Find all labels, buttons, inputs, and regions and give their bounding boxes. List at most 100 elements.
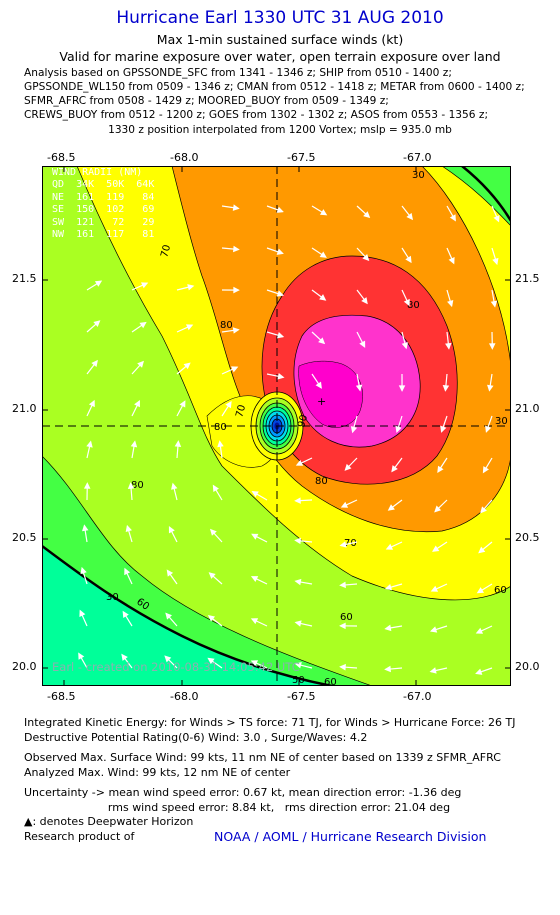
uncertainty-rms: rms wind speed error: 8.84 kt, rms direc… — [24, 801, 451, 814]
contour-label: 50 — [292, 675, 305, 686]
analysis-line: GPSSONDE_WL150 from 0509 - 1346 z; CMAN … — [24, 81, 525, 93]
wind-arrow-head — [187, 284, 195, 291]
deepwater-note: ▲: denotes Deepwater Horizon — [24, 815, 193, 828]
wind-arrows — [78, 204, 500, 675]
wind-arrow-head — [134, 399, 140, 408]
wind-arrow-head — [434, 505, 442, 513]
wind-radii-header: QD 34K 50K 64K — [52, 179, 155, 191]
wind-arrow-head — [449, 214, 456, 222]
creation-credit: Earl - created on 2010-08-31 14:05:42 UT… — [52, 660, 300, 674]
wind-arrow-head — [440, 425, 447, 433]
wind-arrow-head — [355, 384, 363, 392]
wind-arrow-head — [276, 206, 284, 213]
wind-radii-row: SW 121 72 29 — [52, 216, 155, 228]
coast-line-ne — [461, 166, 511, 222]
wind-radii-row: NW 161 117 81 — [52, 229, 155, 241]
wind-arrow-head — [88, 399, 95, 408]
wind-field-map: + 3070808080908070606070806060303050 — [42, 166, 511, 686]
wind-arrow-head — [429, 667, 437, 674]
wind-arrow-head — [492, 257, 499, 266]
x-tick-label: -67.5 — [287, 690, 316, 703]
wind-radii-table: WIND RADII (NM) QD 34K 50K 64K NE 161 11… — [52, 167, 154, 241]
wind-radii-row: SE 150 102 69 — [52, 204, 155, 216]
x-tick-label: -68.5 — [47, 151, 76, 164]
wind-arrow-head — [445, 342, 452, 350]
wind-arrow-head — [475, 627, 484, 634]
wind-arrow-head — [122, 610, 129, 619]
analysis-line: SFMR_AFRC from 0508 - 1429 z; MOORED_BUO… — [24, 95, 389, 107]
wind-arrow-head — [250, 660, 259, 667]
y-tick-label: 21.0 — [515, 402, 540, 415]
wind-arrow-head — [174, 440, 182, 447]
wind-arrow-head — [294, 578, 302, 586]
wind-arrow-head — [251, 533, 259, 540]
wind-arrow-head — [233, 245, 240, 253]
wind-arrow-head — [207, 657, 215, 665]
wind-arrow-head — [490, 300, 498, 308]
wind-arrow-head — [124, 567, 131, 576]
wind-arrow-head — [294, 537, 302, 545]
wind-arrow-head — [79, 609, 86, 617]
wind-arrow-head — [294, 662, 302, 669]
wind-arrow-head — [319, 251, 327, 258]
wind-arrow-head — [207, 615, 216, 622]
wind-arrow-head — [476, 587, 485, 594]
wind-arrow-head — [277, 373, 285, 380]
contour-label: 60 — [340, 612, 353, 623]
wind-arrow-head — [406, 212, 414, 221]
wind-arrow-head — [185, 324, 194, 331]
wind-radii-title: WIND RADII (NM) — [52, 167, 143, 178]
map-frame — [42, 166, 511, 686]
wind-arrow-head — [179, 400, 186, 408]
dpr-line: Destructive Potential Rating(0-6) Wind: … — [24, 731, 368, 744]
wind-arrow-head — [442, 384, 450, 392]
wind-arrow-head — [387, 504, 395, 511]
contour-label: 30 — [412, 170, 425, 181]
wind-arrow-head — [276, 290, 284, 297]
wind-arrow-head — [339, 541, 347, 548]
contour-label: 80 — [407, 300, 420, 311]
wind-arrow-head — [363, 211, 371, 219]
wind-arrow-head — [493, 215, 500, 223]
wind-arrow-head — [168, 526, 175, 534]
wind-arrow-head — [208, 572, 216, 579]
wind-arrow-head — [350, 426, 358, 434]
observed-max-wind: Observed Max. Surface Wind: 99 kts, 11 n… — [24, 751, 501, 764]
contour-label: 80 — [214, 422, 227, 433]
map-subtitle: Max 1-min sustained surface winds (kt) — [156, 32, 404, 47]
wind-arrow-head — [140, 282, 149, 289]
position-note: 1330 z position interpolated from 1200 V… — [108, 124, 452, 136]
wind-arrow-head — [339, 581, 346, 589]
wind-arrow-head — [212, 484, 219, 492]
wind-arrow-head — [83, 482, 91, 489]
wind-arrow-head — [250, 576, 259, 582]
wind-arrow-head — [432, 545, 440, 552]
analyzed-max-wind: Analyzed Max. Wind: 99 kts, 12 nm NE of … — [24, 766, 291, 779]
wind-arrow-head — [231, 366, 239, 373]
wind-arrow-head — [209, 528, 217, 536]
wind-arrow-head — [80, 566, 87, 575]
wind-arrow-head — [127, 482, 135, 489]
wind-arrow-head — [139, 321, 147, 329]
wind-arrow-head — [225, 400, 232, 409]
wind-arrow-head — [398, 385, 406, 392]
wind-arrow-head — [403, 298, 410, 307]
noaa-link[interactable]: NOAA / AOML / Hurricane Research Divisio… — [214, 829, 487, 844]
contour-label: 30 — [495, 416, 508, 427]
wind-arrow-head — [166, 569, 174, 577]
wind-arrow-head — [385, 543, 394, 550]
analysis-line: Analysis based on GPSSONDE_SFC from 1341… — [24, 67, 452, 79]
ike-line: Integrated Kinetic Energy: for Winds > T… — [24, 716, 516, 729]
wind-arrow-head — [391, 465, 398, 473]
wind-arrow-head — [121, 653, 128, 661]
y-tick-label: 21.5 — [12, 272, 37, 285]
wind-arrow-head — [478, 546, 486, 554]
wind-arrow-head — [430, 585, 439, 592]
coast-line — [42, 544, 333, 686]
wind-arrow-head — [401, 342, 409, 350]
contour-label: 80 — [315, 476, 328, 487]
wind-arrow-head — [315, 381, 322, 389]
wind-arrow-head — [362, 253, 370, 261]
y-tick-label: 20.0 — [12, 660, 37, 673]
wind-arrow-head — [448, 257, 455, 265]
